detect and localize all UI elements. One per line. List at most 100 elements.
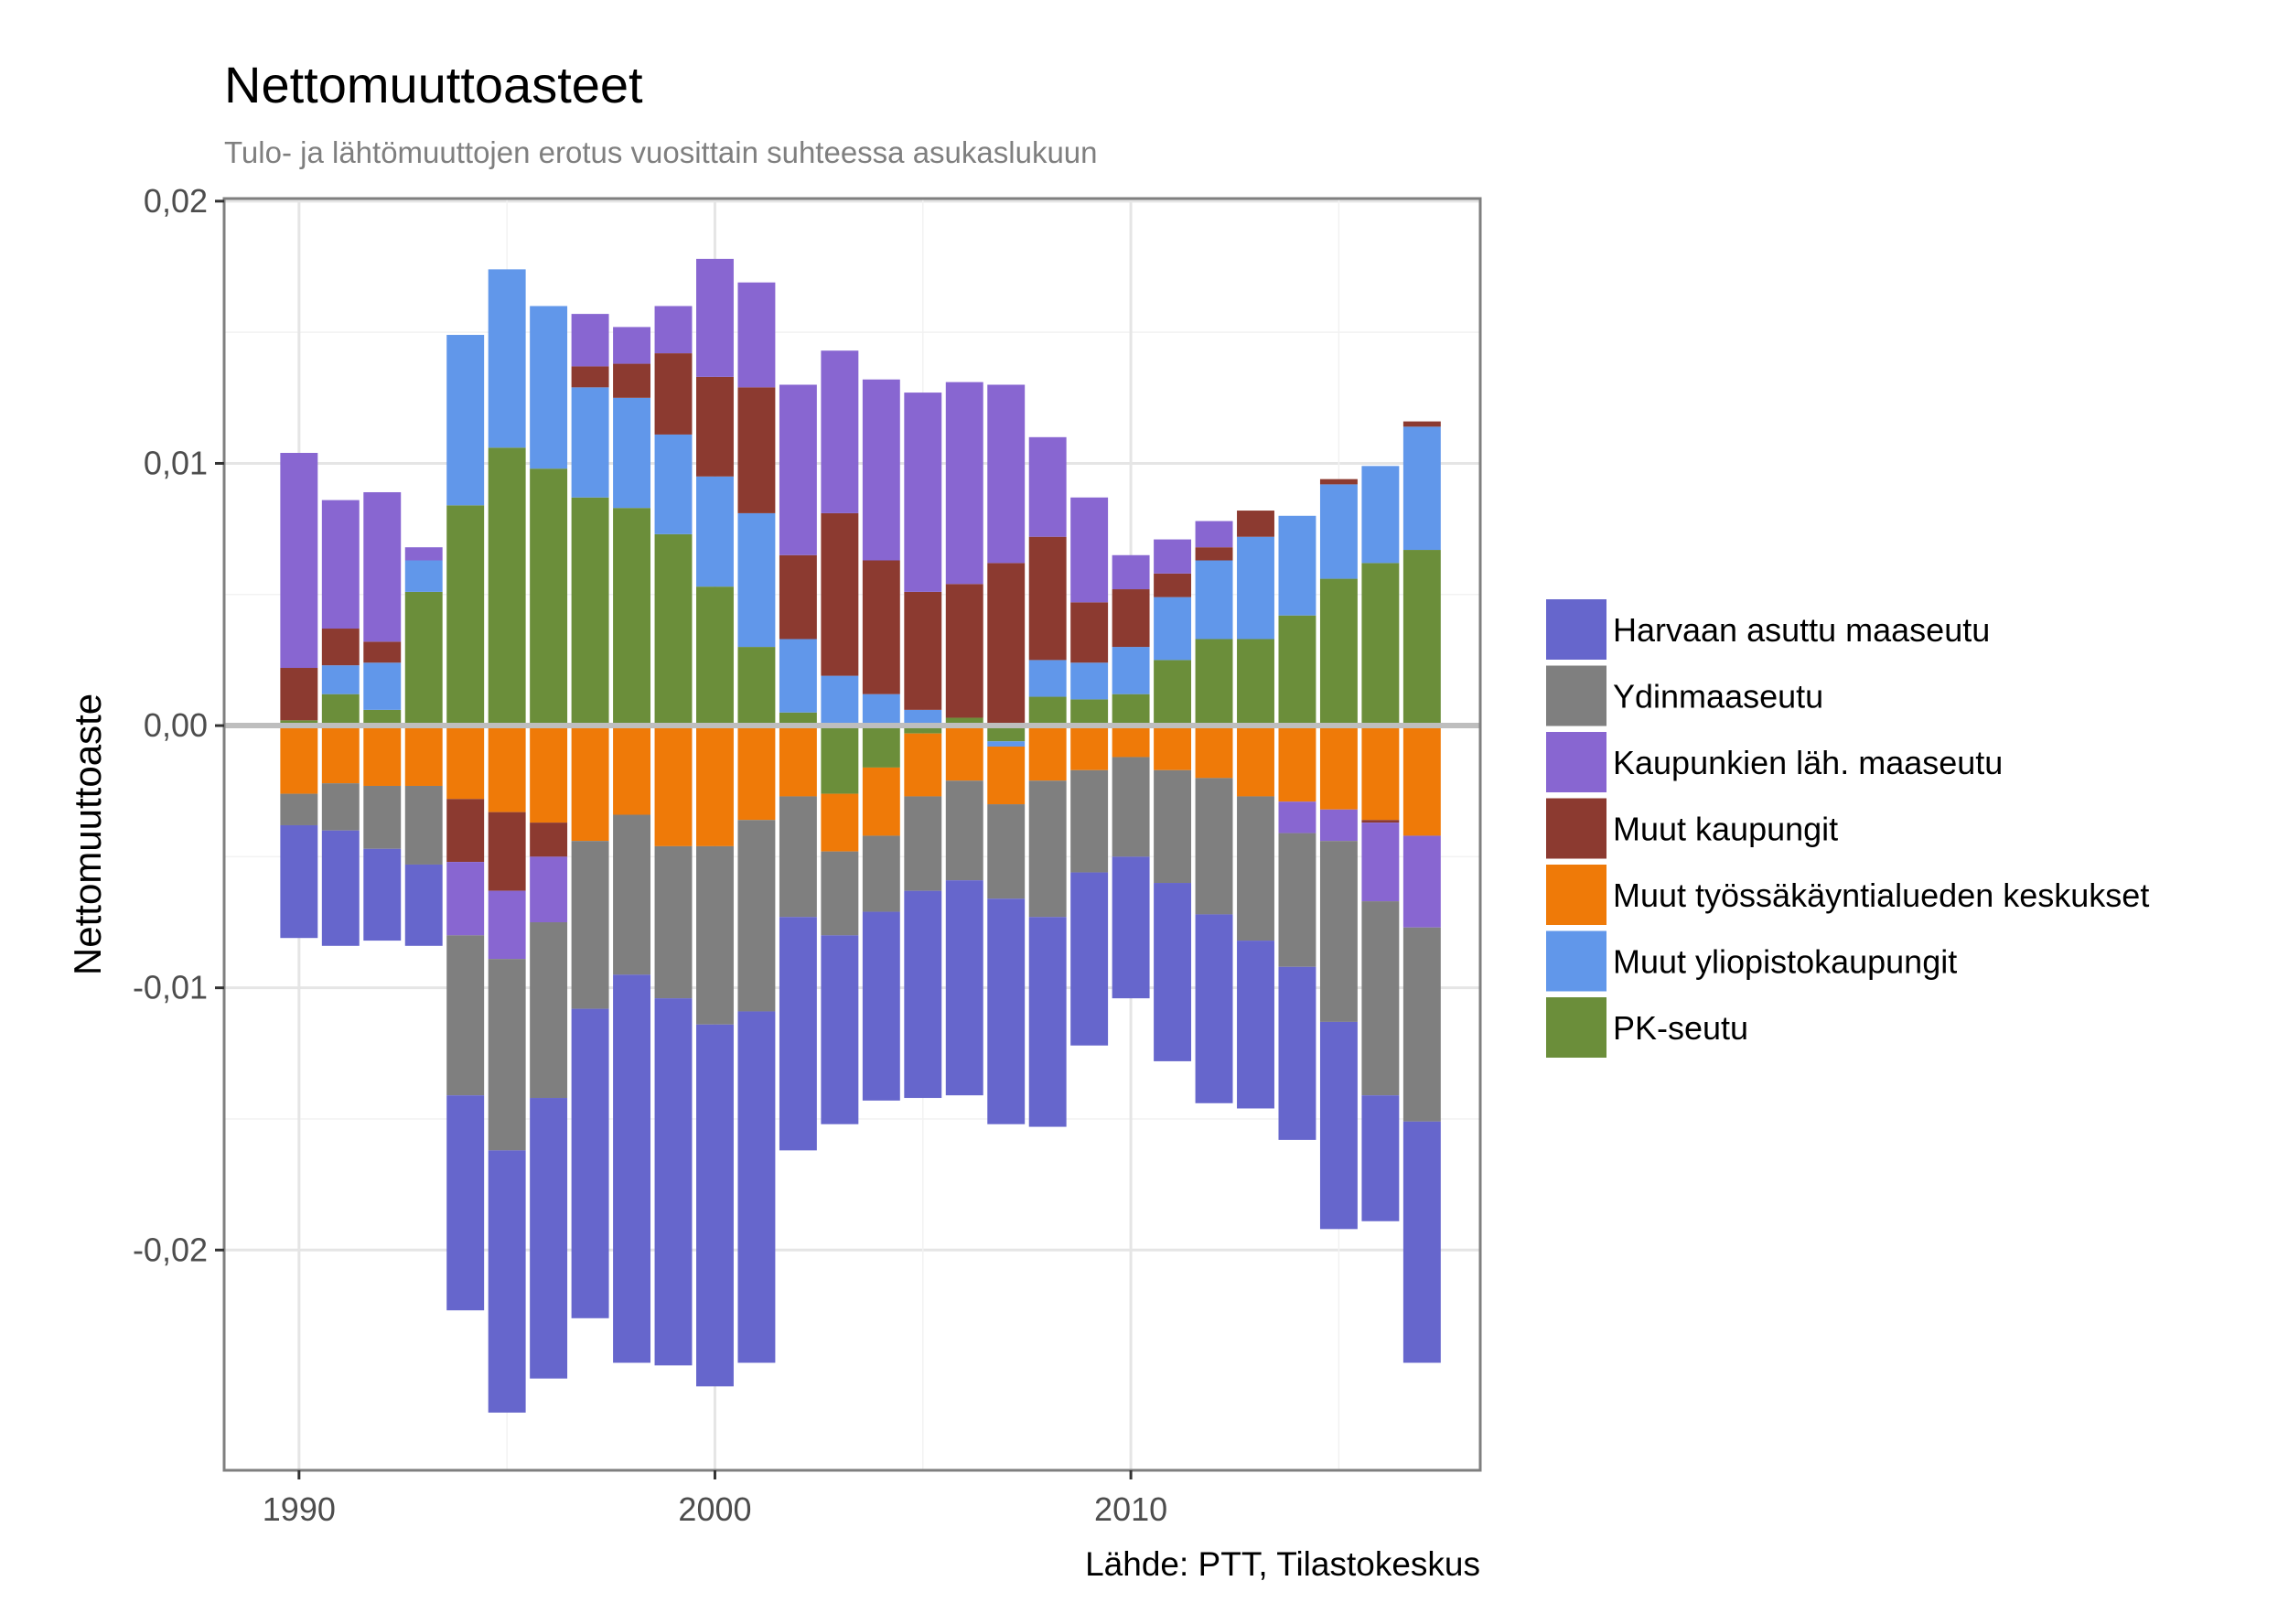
bar-2000-muut-tyossakayntialueden-keskukset [696, 726, 734, 846]
bar-2012-pk-seutu [1195, 639, 1233, 726]
bar-2003-muut-tyossakayntialueden-keskukset [821, 793, 859, 852]
bar-2008-muut-yliopistokaupungit [1028, 660, 1067, 697]
bar-2012-harvaan-asuttu-maaseutu [1195, 914, 1233, 1103]
bar-1999-muut-yliopistokaupungit [654, 434, 693, 534]
bar-2002-pk-seutu [779, 712, 817, 726]
bar-1999-kaupunkien-lah-maaseutu [654, 306, 693, 354]
bar-2014-pk-seutu [1278, 615, 1316, 726]
bar-2011-muut-kaupungit [1154, 573, 1192, 597]
bar-1992-ydinmaaseutu [363, 785, 402, 849]
bar-2006-muut-kaupungit [945, 584, 983, 718]
bar-2010-muut-kaupungit [1112, 589, 1150, 648]
bar-1997-muut-yliopistokaupungit [571, 387, 609, 498]
bar-2002-harvaan-asuttu-maaseutu [779, 917, 817, 1151]
bar-1991-ydinmaaseutu [321, 783, 360, 831]
bar-2009-pk-seutu [1070, 699, 1109, 726]
y-tick-label: 0,01 [144, 444, 208, 481]
bar-2016-muut-tyossakayntialueden-keskukset [1361, 726, 1400, 821]
bar-2012-muut-yliopistokaupungit [1195, 560, 1233, 640]
chart-title: Nettomuuttoasteet [224, 56, 643, 113]
bar-2015-muut-kaupungit [1319, 479, 1358, 485]
legend-label-muut-yliopistokaupungit: Muut yliopistokaupungit [1613, 943, 1957, 981]
bar-2000-ydinmaaseutu [696, 845, 734, 1025]
bar-2016-muut-kaupungit [1361, 820, 1400, 823]
bar-2007-ydinmaaseutu [987, 804, 1026, 899]
bar-2005-ydinmaaseutu [904, 796, 942, 891]
legend: Harvaan asuttu maaseutu Ydinmaaseutu Kaupu… [1546, 599, 2149, 1058]
bar-1990-muut-tyossakayntialueden-keskukset [280, 726, 318, 794]
bar-2005-muut-tyossakayntialueden-keskukset [904, 733, 942, 797]
bar-2011-muut-tyossakayntialueden-keskukset [1154, 726, 1192, 770]
bar-2015-muut-tyossakayntialueden-keskukset [1319, 726, 1358, 810]
bar-2010-pk-seutu [1112, 694, 1150, 726]
legend-key-kaupunkien-lah-maaseutu [1546, 732, 1606, 792]
bar-2002-muut-yliopistokaupungit [779, 639, 817, 713]
bar-2008-muut-tyossakayntialueden-keskukset [1028, 726, 1067, 781]
bar-1999-muut-tyossakayntialueden-keskukset [654, 726, 693, 846]
bar-2014-muut-tyossakayntialueden-keskukset [1278, 726, 1316, 802]
bar-2006-harvaan-asuttu-maaseutu [945, 880, 983, 1096]
legend-key-ydinmaaseutu [1546, 665, 1606, 726]
bar-1998-pk-seutu [613, 508, 651, 726]
bar-2010-muut-tyossakayntialueden-keskukset [1112, 726, 1150, 758]
bar-1994-pk-seutu [446, 505, 485, 726]
bar-2015-harvaan-asuttu-maaseutu [1319, 1021, 1358, 1230]
bar-1998-ydinmaaseutu [613, 814, 651, 975]
bar-1990-kaupunkien-lah-maaseutu [280, 453, 318, 669]
bar-1995-harvaan-asuttu-maaseutu [488, 1150, 526, 1413]
bar-1999-pk-seutu [654, 533, 693, 726]
legend-label-muut-tyossakayntialueden-keskukset: Muut työssäkäyntialueden keskukset [1613, 877, 2149, 914]
bar-2003-pk-seutu [821, 726, 859, 794]
bar-2006-pk-seutu [945, 717, 983, 726]
bar-2001-harvaan-asuttu-maaseutu [737, 1011, 776, 1363]
bar-2003-muut-kaupungit [821, 512, 859, 676]
bar-2013-pk-seutu [1237, 639, 1274, 726]
bar-2012-muut-tyossakayntialueden-keskukset [1195, 726, 1233, 779]
bar-1995-pk-seutu [488, 447, 526, 726]
bar-2009-muut-yliopistokaupungit [1070, 662, 1109, 700]
bar-1997-kaupunkien-lah-maaseutu [571, 314, 609, 367]
bar-2003-ydinmaaseutu [821, 851, 859, 936]
bar-1998-muut-tyossakayntialueden-keskukset [613, 726, 651, 815]
bar-1996-pk-seutu [530, 468, 568, 726]
bar-1996-harvaan-asuttu-maaseutu [530, 1098, 568, 1379]
bar-2008-kaupunkien-lah-maaseutu [1028, 436, 1067, 537]
bar-1992-pk-seutu [363, 709, 402, 726]
bar-2004-kaupunkien-lah-maaseutu [862, 379, 900, 561]
bar-2012-ydinmaaseutu [1195, 778, 1233, 915]
bar-2014-harvaan-asuttu-maaseutu [1278, 966, 1316, 1140]
bar-2004-pk-seutu [862, 726, 900, 768]
bar-2000-pk-seutu [696, 586, 734, 726]
bar-2003-kaupunkien-lah-maaseutu [821, 350, 859, 513]
bar-2000-harvaan-asuttu-maaseutu [696, 1024, 734, 1387]
bar-2002-kaupunkien-lah-maaseutu [779, 384, 817, 555]
bar-2013-ydinmaaseutu [1237, 796, 1274, 941]
bar-2003-muut-yliopistokaupungit [821, 675, 859, 726]
bar-2011-pk-seutu [1154, 660, 1192, 726]
bar-2017-pk-seutu [1402, 550, 1441, 726]
bar-2005-muut-yliopistokaupungit [904, 709, 942, 726]
bar-2017-kaupunkien-lah-maaseutu [1402, 835, 1441, 928]
bar-2009-muut-tyossakayntialueden-keskukset [1070, 726, 1109, 770]
bar-2007-pk-seutu [987, 726, 1026, 742]
bar-2006-ydinmaaseutu [945, 780, 983, 881]
bar-1999-muut-kaupungit [654, 353, 693, 435]
bar-2008-ydinmaaseutu [1028, 780, 1067, 918]
bar-2017-ydinmaaseutu [1402, 927, 1441, 1122]
bar-2002-muut-kaupungit [779, 554, 817, 640]
bar-1997-ydinmaaseutu [571, 841, 609, 1009]
legend-key-muut-tyossakayntialueden-keskukset [1546, 865, 1606, 925]
bar-1990-ydinmaaseutu [280, 793, 318, 825]
bar-1995-muut-kaupungit [488, 812, 526, 891]
bar-2001-kaupunkien-lah-maaseutu [737, 282, 776, 388]
bar-2010-ydinmaaseutu [1112, 757, 1150, 857]
bar-2001-ydinmaaseutu [737, 820, 776, 1012]
bar-2000-kaupunkien-lah-maaseutu [696, 258, 734, 377]
legend-key-pk-seutu [1546, 997, 1606, 1058]
bar-2007-muut-kaupungit [987, 563, 1026, 726]
bar-1991-harvaan-asuttu-maaseutu [321, 830, 360, 946]
bar-2016-kaupunkien-lah-maaseutu [1361, 823, 1400, 902]
bar-2009-muut-kaupungit [1070, 602, 1109, 663]
bar-2004-muut-yliopistokaupungit [862, 694, 900, 726]
